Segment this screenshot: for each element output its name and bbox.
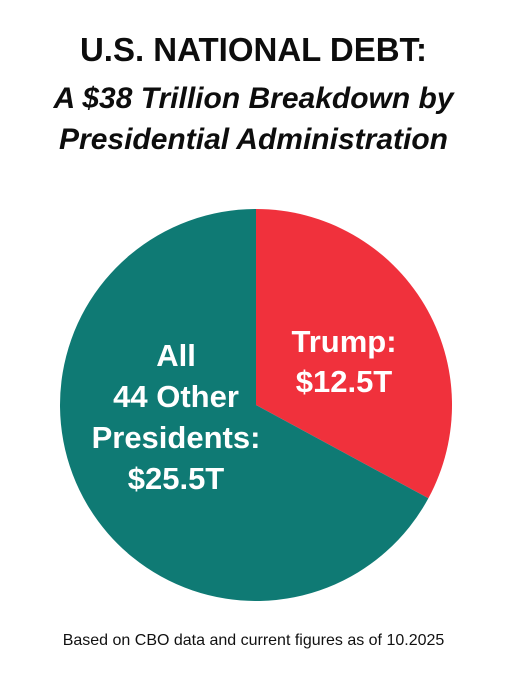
pie-slice-label-1-line-0: All (156, 338, 196, 373)
chart-subtitle: A $38 Trillion Breakdown by Presidential… (0, 78, 507, 160)
pie-slice-label-0-line-0: Trump: (291, 324, 396, 359)
pie-slice-label-1: All 44 Other Presidents: $25.5T (92, 338, 261, 496)
pie-slice-label-1-line-1: 44 Other (113, 379, 239, 414)
source-footnote: Based on CBO data and current figures as… (62, 632, 445, 649)
pie-slice-label-0-line-1: $12.5T (296, 364, 393, 399)
chart-subtitle-line-1: A $38 Trillion Breakdown by (53, 82, 454, 115)
pie-slice-1 (59, 208, 429, 601)
pie-slice-0 (256, 209, 453, 499)
chart-subtitle-line-2: Presidential Administration (59, 123, 448, 156)
chart-title: U.S. NATIONAL DEBT: (79, 31, 428, 68)
pie-slice-label-1-line-2: Presidents: (92, 420, 261, 455)
pie-slice-label-1-line-3: $25.5T (128, 461, 225, 496)
pie-slice-label-0: Trump: $12.5T (291, 324, 396, 399)
